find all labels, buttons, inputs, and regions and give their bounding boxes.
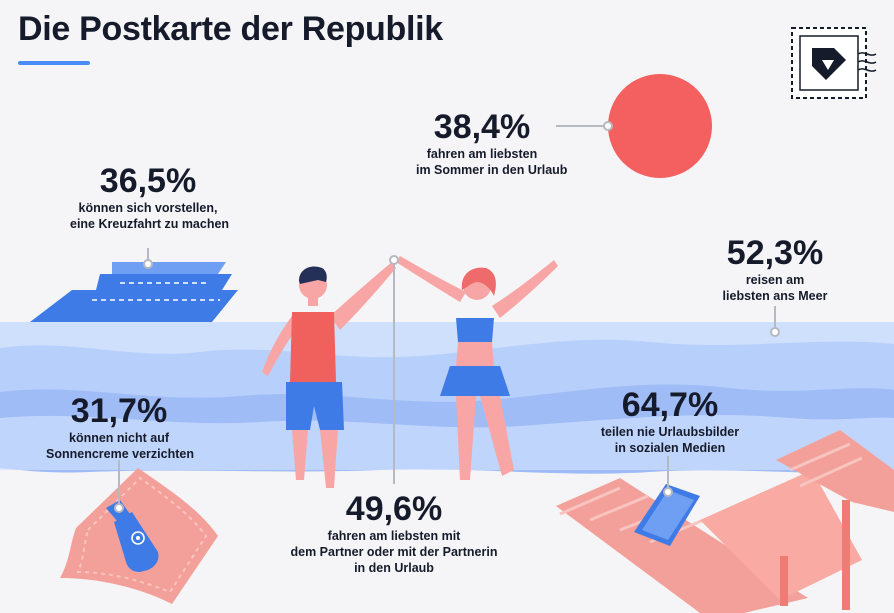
sea [0, 322, 894, 474]
stat-value: 36,5% [99, 162, 197, 200]
stat-value: 31,7% [70, 392, 168, 430]
stat-description-line: im Sommer in den Urlaub [416, 163, 568, 177]
stat-value: 52,3% [726, 234, 824, 272]
stat-sea: 52,3% reisen am liebsten ans Meer [708, 234, 842, 304]
stat-description-line: können nicht auf [69, 431, 169, 445]
stat-description: können sich vorstellen, eine Kreuzfahrt … [70, 200, 230, 232]
stat-description-line: in den Urlaub [354, 561, 434, 575]
stat-description-line: fahren am liebsten [426, 147, 538, 161]
stat-partner: 49,6% fahren am liebsten mit dem Partner… [290, 490, 498, 576]
leader-lines [114, 121, 780, 513]
stat-description: fahren am liebsten mit dem Partner oder … [290, 528, 498, 576]
stat-description-line: in sozialen Medien [614, 441, 726, 455]
sun [608, 74, 712, 178]
man-figure [262, 262, 396, 488]
deck-chairs [556, 430, 894, 613]
stat-description-line: Sonnencreme verzichten [46, 447, 194, 461]
stat-value: 38,4% [433, 108, 531, 146]
stat-value: 64,7% [621, 386, 719, 424]
stat-description-line: fahren am liebsten mit [327, 529, 461, 543]
stat-summer: 38,4% fahren am liebsten im Sommer in de… [416, 108, 568, 178]
stat-description: fahren am liebsten im Sommer in den Urla… [416, 146, 568, 178]
stat-description-line: dem Partner oder mit der Partnerin [290, 545, 498, 559]
stat-description: reisen am liebsten ans Meer [708, 272, 842, 304]
woman-figure [396, 256, 558, 480]
stat-description-line: teilen nie Urlaubsbilder [600, 425, 740, 439]
stat-description: teilen nie Urlaubsbilder in sozialen Med… [596, 424, 744, 456]
postage-stamp-logo-icon [791, 27, 877, 99]
stat-description-line: liebsten ans Meer [722, 289, 828, 303]
stat-value: 49,6% [345, 490, 443, 528]
stat-description-line: können sich vorstellen, [78, 201, 218, 215]
smartphone [634, 484, 700, 546]
stat-description: können nicht auf Sonnencreme verzichten [46, 430, 194, 462]
stat-social-media: 64,7% teilen nie Urlaubsbilder in sozial… [596, 386, 744, 456]
stat-description-line: reisen am [745, 273, 805, 287]
cruise-ship [30, 262, 238, 322]
stat-sunscreen: 31,7% können nicht auf Sonnencreme verzi… [46, 392, 194, 462]
stat-description-line: eine Kreuzfahrt zu machen [70, 217, 230, 231]
title-underline [18, 61, 90, 65]
stat-cruise: 36,5% können sich vorstellen, eine Kreuz… [70, 162, 230, 232]
page-title: Die Postkarte der Republik [18, 10, 443, 48]
